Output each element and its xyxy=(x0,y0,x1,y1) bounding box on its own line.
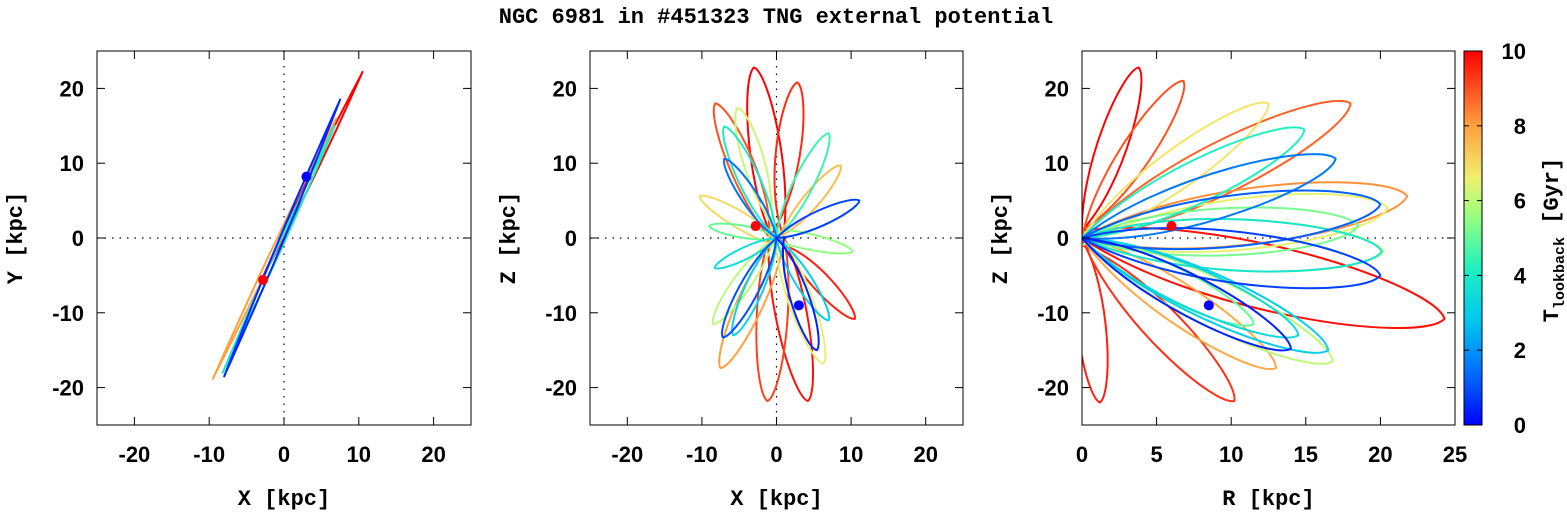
y-tick-label: -20 xyxy=(52,376,84,401)
x-tick-label: -20 xyxy=(119,442,151,467)
orbit-loop xyxy=(1082,237,1277,371)
y-tick-label: 20 xyxy=(60,76,84,101)
orbit-loop xyxy=(775,237,820,352)
x-tick-label: -10 xyxy=(193,442,225,467)
orbit-loop xyxy=(1082,189,1382,251)
orbit-segment xyxy=(211,117,338,380)
position-at-start-marker xyxy=(1166,221,1177,232)
x-tick-label: -10 xyxy=(686,442,718,467)
x-tick-label: 20 xyxy=(421,442,445,467)
colorbar-tick-label: 8 xyxy=(1514,114,1526,139)
colorbar-label-main: T xyxy=(1540,309,1565,322)
position-at-start-marker xyxy=(258,274,269,285)
x-axis-label: X [kpc] xyxy=(730,487,822,512)
x-tick-label: 0 xyxy=(1076,442,1088,467)
y-tick-label: 20 xyxy=(553,76,577,101)
y-tick-label: 10 xyxy=(553,151,577,176)
x-tick-label: 5 xyxy=(1150,442,1162,467)
y-tick-label: -10 xyxy=(1037,301,1069,326)
position-now-marker xyxy=(793,300,804,311)
y-tick-label: -10 xyxy=(52,301,84,326)
y-tick-label: 20 xyxy=(1045,76,1069,101)
y-tick-label: -10 xyxy=(545,301,577,326)
orbit-loop xyxy=(722,157,778,239)
y-tick-label: 0 xyxy=(72,226,84,251)
orbit-loop xyxy=(1082,66,1143,239)
colorbar-tick-label: 0 xyxy=(1514,413,1526,438)
y-tick-label: -20 xyxy=(1037,376,1069,401)
colorbar-ticks: 0 2 4 6 8 10 xyxy=(1464,39,1527,438)
orbit-loop xyxy=(722,125,778,239)
orbit-loop xyxy=(1082,79,1186,239)
colorbar-tick-label: 4 xyxy=(1514,263,1527,288)
orbit-loop xyxy=(775,132,831,239)
orbit-loop xyxy=(768,229,854,255)
orbit-loop xyxy=(775,237,831,322)
y-tick-label: 0 xyxy=(1057,226,1069,251)
x-tick-label: 20 xyxy=(1368,442,1392,467)
y-tick-label: 0 xyxy=(565,226,577,251)
colorbar-tick-label: 10 xyxy=(1502,39,1526,64)
colorbar-gradient xyxy=(1463,50,1483,426)
colorbar-tick-label: 2 xyxy=(1514,338,1526,363)
x-tick-label: 10 xyxy=(1219,442,1243,467)
x-tick-label: 15 xyxy=(1294,442,1318,467)
position-now-marker xyxy=(1203,300,1214,311)
orbit-loop xyxy=(721,237,778,339)
y-axis-label: Y [kpc] xyxy=(4,192,29,284)
orbit-loop xyxy=(767,237,815,403)
panel-3: 0 5 10 15 20 25 -20 -10 0 10 20 R [kpc] Z [kpc] xyxy=(989,50,1467,512)
orbit-loop xyxy=(731,237,778,337)
figure-title: NGC 6981 in #451323 TNG external potenti… xyxy=(499,5,1054,30)
x-tick-label: 20 xyxy=(913,442,937,467)
panel-1: -20 -10 0 10 20 -20 -10 0 10 20 X [kpc] Y [kpc] xyxy=(4,50,472,512)
y-axis-label: Z [kpc] xyxy=(497,192,522,284)
orbit-loop xyxy=(746,66,787,232)
orbit-loop xyxy=(1082,237,1292,352)
x-axis-label: R [kpc] xyxy=(1222,487,1314,512)
position-at-start-marker xyxy=(750,221,761,232)
colorbar: 0 2 4 6 8 10 Tlookback [Gyr] xyxy=(1463,39,1567,438)
panel-2: -20 -10 0 10 20 -20 -10 0 10 20 X [kpc] Z [kpc] xyxy=(497,50,964,512)
orbit-loop xyxy=(698,194,778,247)
orbit-loop xyxy=(1082,206,1360,257)
colorbar-label-sub: lookback xyxy=(1552,237,1567,309)
orbit-loop xyxy=(1082,237,1300,339)
y-axis-label: Z [kpc] xyxy=(989,192,1014,284)
colorbar-label-unit: [Gyr] xyxy=(1540,158,1565,237)
orbit-loop xyxy=(713,237,778,270)
colorbar-tick-label: 6 xyxy=(1514,189,1526,214)
orbit-loop xyxy=(1082,237,1109,404)
orbit-loop xyxy=(1082,226,1446,329)
x-tick-label: 25 xyxy=(1443,442,1467,467)
y-tick-label: 10 xyxy=(1045,151,1069,176)
orbit-loop xyxy=(711,229,778,326)
orbit-group xyxy=(1082,66,1446,404)
orbit-loop xyxy=(775,229,827,365)
x-tick-label: -20 xyxy=(611,442,643,467)
orbit-loop xyxy=(1082,227,1382,290)
x-tick-label: 0 xyxy=(278,442,290,467)
colorbar-label: Tlookback [Gyr] xyxy=(1540,158,1567,322)
orbit-loop xyxy=(734,106,785,239)
x-tick-label: 10 xyxy=(839,442,863,467)
orbit-loop xyxy=(1082,101,1270,239)
y-tick-label: 10 xyxy=(60,151,84,176)
position-now-marker xyxy=(301,171,312,182)
orbit-group xyxy=(211,70,364,380)
orbit-loop xyxy=(1082,100,1352,239)
x-axis-label: X [kpc] xyxy=(238,487,330,512)
x-tick-label: 0 xyxy=(770,442,782,467)
orbit-loop xyxy=(775,198,861,239)
orbit-loop xyxy=(1082,126,1306,239)
y-tick-label: -20 xyxy=(545,376,577,401)
orbit-group xyxy=(698,66,861,403)
orbit-loop xyxy=(1082,237,1330,354)
x-tick-label: 10 xyxy=(347,442,371,467)
